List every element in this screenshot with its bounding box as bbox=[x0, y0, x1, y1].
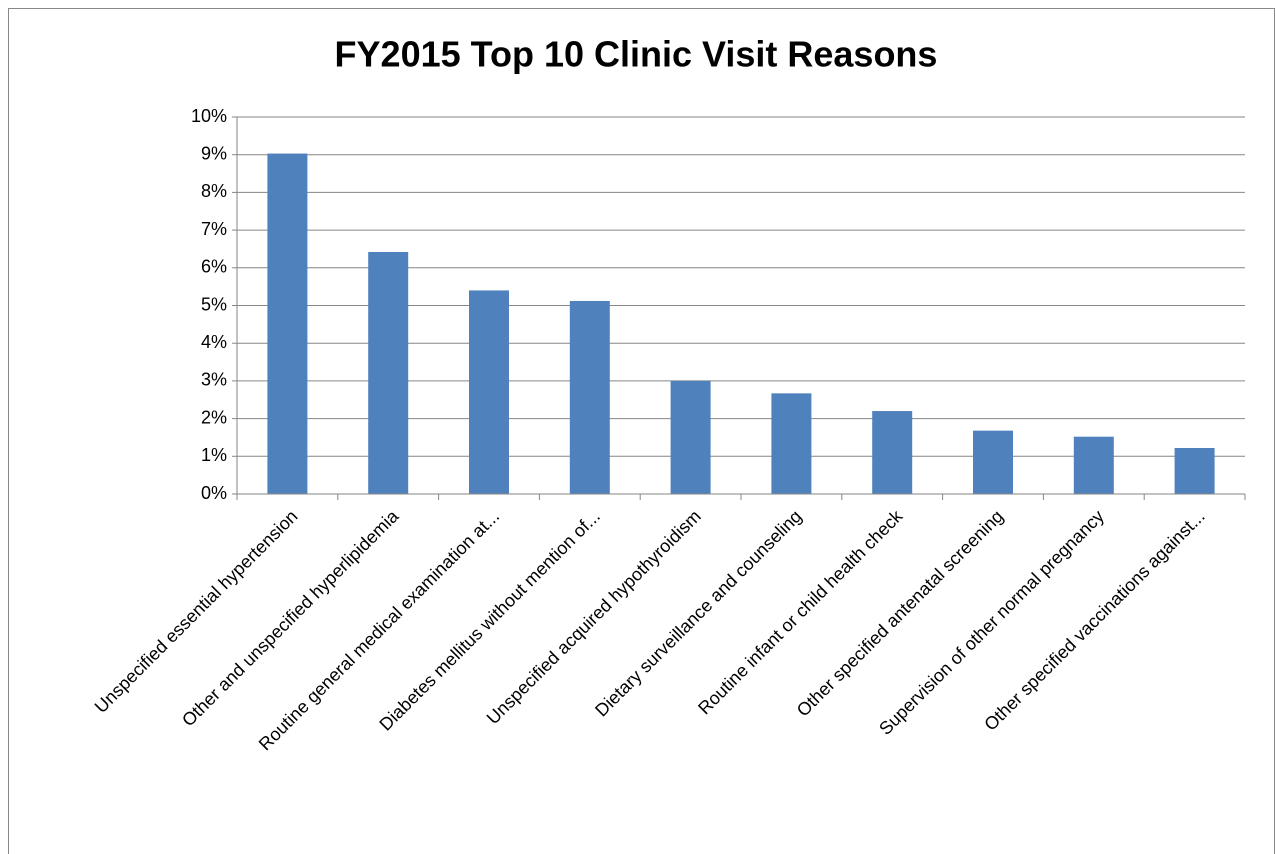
chart-title: FY2015 Top 10 Clinic Visit Reasons bbox=[335, 34, 938, 75]
bar bbox=[670, 380, 711, 494]
bar bbox=[1174, 448, 1215, 494]
bar bbox=[267, 153, 308, 494]
x-tick-label: Dietary surveillance and counseling bbox=[591, 506, 805, 720]
y-tick-label: 3% bbox=[201, 370, 227, 390]
x-tick-label: Supervision of other normal pregnancy bbox=[875, 506, 1108, 739]
bar bbox=[569, 300, 610, 494]
y-tick-label: 0% bbox=[201, 483, 227, 503]
y-tick-label: 7% bbox=[201, 219, 227, 239]
x-tick-label: Routine infant or child health check bbox=[694, 505, 907, 718]
y-tick-label: 1% bbox=[201, 445, 227, 465]
y-tick-label: 2% bbox=[201, 407, 227, 427]
bar bbox=[973, 430, 1013, 494]
x-tick-label: Unspecified acquired hypothyroidism bbox=[483, 506, 705, 728]
y-tick-label: 8% bbox=[201, 181, 227, 201]
bar bbox=[771, 393, 812, 494]
y-tick-label: 5% bbox=[201, 294, 227, 314]
y-tick-label: 10% bbox=[191, 106, 227, 126]
y-tick-label: 9% bbox=[201, 143, 227, 163]
y-tick-label: 4% bbox=[201, 332, 227, 352]
x-tick-label: Unspecified essential hypertension bbox=[91, 506, 302, 717]
bar bbox=[872, 411, 913, 494]
bar bbox=[1073, 436, 1114, 494]
x-tick-label: Other specified vaccinations against... bbox=[980, 506, 1209, 735]
chart-frame bbox=[8, 8, 1275, 854]
bar bbox=[469, 290, 509, 494]
x-tick-label: Other and unspecified hyperlipidemia bbox=[178, 505, 403, 730]
x-tick-label: Diabetes mellitus without mention of... bbox=[375, 506, 604, 735]
x-tick-label: Other specified antenatal screening bbox=[793, 506, 1007, 720]
y-tick-label: 6% bbox=[201, 257, 227, 277]
bar bbox=[368, 251, 409, 494]
